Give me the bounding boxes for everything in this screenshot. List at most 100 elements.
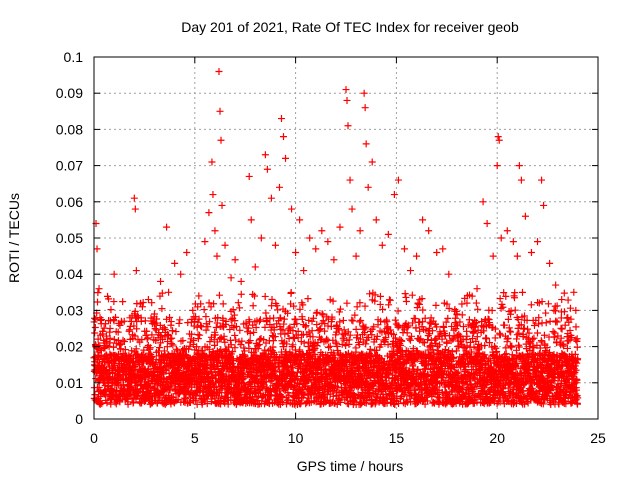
data-point — [166, 313, 174, 321]
data-point — [491, 334, 499, 342]
data-point — [147, 353, 155, 361]
data-point — [507, 328, 515, 336]
data-point — [138, 336, 146, 344]
data-point — [94, 289, 102, 297]
data-point — [432, 301, 440, 309]
data-point — [237, 290, 245, 298]
data-point — [348, 316, 356, 324]
data-point — [202, 313, 210, 321]
data-point — [518, 288, 526, 296]
data-point — [203, 400, 211, 408]
data-point — [107, 306, 115, 314]
data-point — [465, 316, 473, 324]
data-point — [194, 303, 202, 311]
data-point — [91, 329, 99, 337]
data-point — [356, 318, 364, 326]
data-point — [474, 305, 482, 313]
data-point — [148, 352, 156, 360]
data-points — [90, 67, 582, 409]
data-point — [156, 321, 164, 329]
data-point — [120, 338, 128, 346]
data-point — [105, 342, 113, 350]
data-point — [215, 291, 223, 299]
data-point — [144, 334, 152, 342]
data-point — [488, 306, 496, 314]
data-point — [121, 346, 129, 354]
data-point — [549, 328, 557, 336]
data-point — [542, 319, 550, 327]
data-point — [131, 332, 139, 340]
data-point — [151, 325, 159, 333]
data-point — [326, 342, 334, 350]
data-point — [148, 299, 156, 307]
data-point — [105, 295, 113, 303]
data-point — [103, 399, 111, 407]
data-point — [553, 318, 561, 326]
data-point — [261, 292, 269, 300]
data-point — [106, 334, 114, 342]
data-point — [128, 347, 136, 355]
data-point — [232, 336, 240, 344]
data-point — [91, 324, 99, 332]
data-point — [508, 342, 516, 350]
data-point — [552, 307, 560, 315]
data-point — [280, 315, 288, 323]
data-point — [530, 322, 538, 330]
data-point — [245, 338, 253, 346]
data-point — [110, 317, 118, 325]
data-point — [158, 305, 166, 313]
data-point — [386, 296, 394, 304]
data-point — [179, 337, 187, 345]
data-point — [342, 341, 350, 349]
data-point — [544, 300, 552, 308]
data-point — [110, 343, 118, 351]
data-point — [402, 297, 410, 305]
data-point — [119, 298, 127, 306]
data-point — [172, 328, 180, 336]
data-point — [158, 363, 166, 371]
data-point — [98, 400, 106, 408]
data-point — [110, 336, 118, 344]
data-point — [194, 335, 202, 343]
data-point — [111, 359, 119, 367]
data-point — [196, 331, 204, 339]
data-point — [126, 326, 134, 334]
data-point — [193, 343, 201, 351]
data-point — [385, 301, 393, 309]
data-point — [167, 318, 175, 326]
data-point — [147, 400, 155, 408]
data-point — [188, 330, 196, 338]
data-point — [304, 295, 312, 303]
data-point — [511, 289, 519, 297]
data-point — [339, 316, 347, 324]
data-point — [198, 323, 206, 331]
data-point — [112, 313, 120, 321]
data-point — [191, 318, 199, 326]
data-point — [291, 334, 299, 342]
data-point — [366, 290, 374, 298]
data-point — [195, 315, 203, 323]
data-point — [511, 306, 519, 314]
data-point — [102, 320, 110, 328]
data-point — [119, 336, 127, 344]
data-point — [202, 326, 210, 334]
data-point — [557, 324, 565, 332]
data-point — [292, 316, 300, 324]
data-point — [219, 300, 227, 308]
data-point — [137, 374, 145, 382]
data-point — [133, 325, 141, 333]
data-point — [231, 331, 239, 339]
data-point — [91, 314, 99, 322]
data-point — [143, 327, 151, 335]
data-point — [472, 299, 480, 307]
data-point — [144, 365, 152, 373]
data-point — [140, 359, 148, 367]
data-point — [95, 383, 103, 391]
data-point — [197, 300, 205, 308]
data-point — [361, 302, 369, 310]
data-point — [94, 298, 102, 306]
data-point — [352, 325, 360, 333]
data-point — [249, 302, 257, 310]
